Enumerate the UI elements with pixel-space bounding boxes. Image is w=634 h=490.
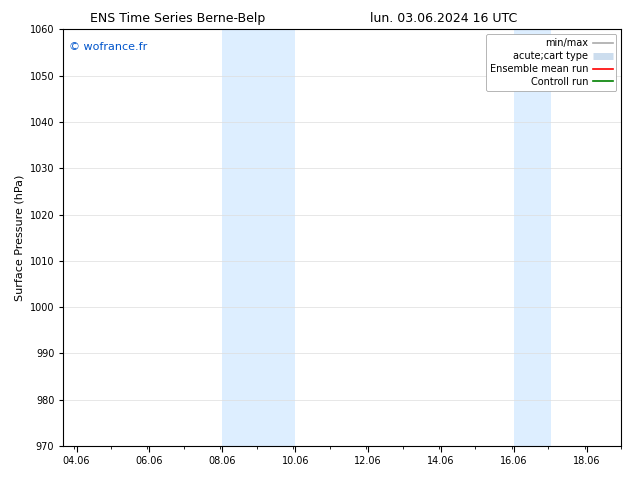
Text: © wofrance.fr: © wofrance.fr <box>69 42 147 52</box>
Text: lun. 03.06.2024 16 UTC: lun. 03.06.2024 16 UTC <box>370 12 517 25</box>
Bar <box>514 29 550 446</box>
Bar <box>223 29 295 446</box>
Legend: min/max, acute;cart type, Ensemble mean run, Controll run: min/max, acute;cart type, Ensemble mean … <box>486 34 616 91</box>
Y-axis label: Surface Pressure (hPa): Surface Pressure (hPa) <box>14 174 24 301</box>
Text: ENS Time Series Berne-Belp: ENS Time Series Berne-Belp <box>90 12 265 25</box>
